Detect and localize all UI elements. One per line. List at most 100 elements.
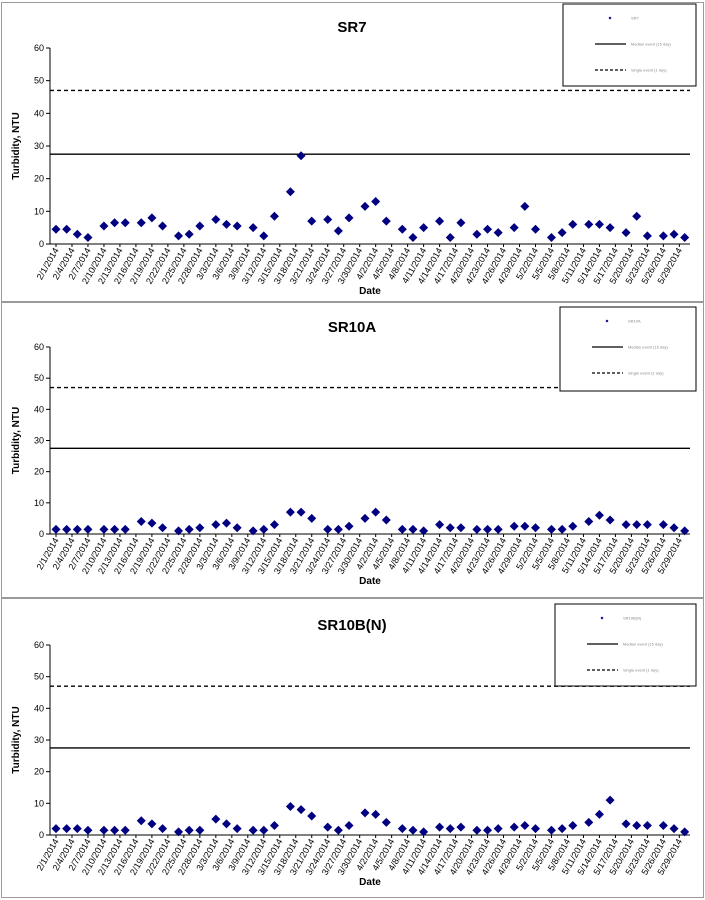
legend-marker [608, 16, 612, 20]
data-point [158, 221, 168, 231]
data-point [568, 521, 578, 531]
data-point [72, 229, 82, 239]
y-tick-label: 20 [34, 467, 44, 477]
data-point [323, 822, 333, 832]
data-point [221, 518, 231, 528]
legend-box [559, 306, 697, 392]
data-point [174, 231, 184, 241]
data-point [381, 515, 391, 525]
data-point [605, 795, 615, 805]
data-point [632, 520, 642, 530]
data-point [557, 228, 567, 238]
data-point [472, 229, 482, 239]
data-point [136, 218, 146, 228]
y-tick-label: 40 [34, 404, 44, 414]
data-point [530, 523, 540, 533]
data-point [333, 825, 343, 835]
data-point [72, 824, 82, 834]
y-tick-label: 40 [34, 108, 44, 118]
y-axis-title: Turbidity, NTU [11, 407, 22, 474]
x-axis-title: Date [359, 576, 381, 587]
data-point [584, 817, 594, 827]
data-point [323, 215, 333, 224]
data-point [360, 513, 370, 523]
data-point [62, 524, 72, 534]
data-point [658, 821, 668, 830]
data-point [174, 827, 184, 837]
data-point [669, 523, 679, 533]
data-point [62, 824, 72, 834]
data-point [605, 515, 615, 525]
y-tick-label: 50 [34, 76, 44, 86]
data-point [120, 218, 130, 228]
data-point [557, 824, 567, 834]
data-point [568, 821, 578, 830]
data-point [269, 211, 279, 221]
data-point [642, 520, 652, 530]
data-point [62, 224, 72, 234]
data-point [120, 825, 130, 835]
data-point [51, 224, 61, 234]
data-point [658, 231, 668, 241]
data-point [680, 526, 690, 536]
legend-box [554, 603, 697, 687]
legend-label: SR10B(N) [623, 616, 642, 621]
data-point [344, 821, 354, 830]
y-tick-label: 20 [34, 174, 44, 184]
data-point [381, 817, 391, 827]
data-point [211, 520, 221, 530]
x-axis-title: Date [359, 286, 381, 297]
data-point [594, 219, 604, 229]
chart-title: SR7 [337, 19, 366, 36]
data-point [99, 825, 109, 835]
data-point [445, 824, 455, 834]
data-point [158, 824, 168, 834]
y-tick-label: 0 [39, 830, 44, 840]
data-point [509, 223, 519, 233]
y-tick-label: 20 [34, 767, 44, 777]
data-point [483, 524, 493, 534]
data-point [546, 524, 556, 534]
data-point [435, 216, 445, 226]
data-point [445, 523, 455, 533]
data-point [605, 223, 615, 233]
data-point [493, 524, 503, 534]
data-point [110, 218, 120, 228]
data-point [371, 809, 381, 819]
data-point [371, 507, 381, 517]
data-point [285, 507, 295, 517]
data-point [632, 821, 642, 830]
data-point [195, 825, 205, 835]
legend-label: SR7 [631, 16, 640, 21]
data-point [621, 520, 631, 530]
y-tick-label: 50 [34, 672, 44, 682]
data-point [195, 221, 205, 231]
data-point [285, 187, 295, 197]
data-point [509, 822, 519, 832]
data-point [269, 821, 279, 830]
data-point [136, 816, 146, 826]
data-point [419, 526, 429, 536]
data-point [248, 825, 258, 835]
data-point [483, 825, 493, 835]
data-point [493, 824, 503, 834]
legend-label: SR10A [628, 319, 641, 324]
data-point [493, 228, 503, 238]
data-point [344, 521, 354, 531]
data-point [184, 825, 194, 835]
data-point [408, 825, 418, 835]
data-point [248, 223, 258, 233]
data-point [594, 510, 604, 520]
data-point [472, 524, 482, 534]
legend-label: Median event (15 day) [628, 345, 668, 350]
y-tick-label: 10 [34, 498, 44, 508]
data-point [530, 824, 540, 834]
data-point [509, 521, 519, 531]
data-point [296, 507, 306, 517]
data-point [147, 819, 157, 829]
data-point [120, 524, 130, 534]
data-point [435, 520, 445, 530]
legend-label: Single event (1 day) [631, 68, 667, 73]
data-point [83, 232, 93, 242]
